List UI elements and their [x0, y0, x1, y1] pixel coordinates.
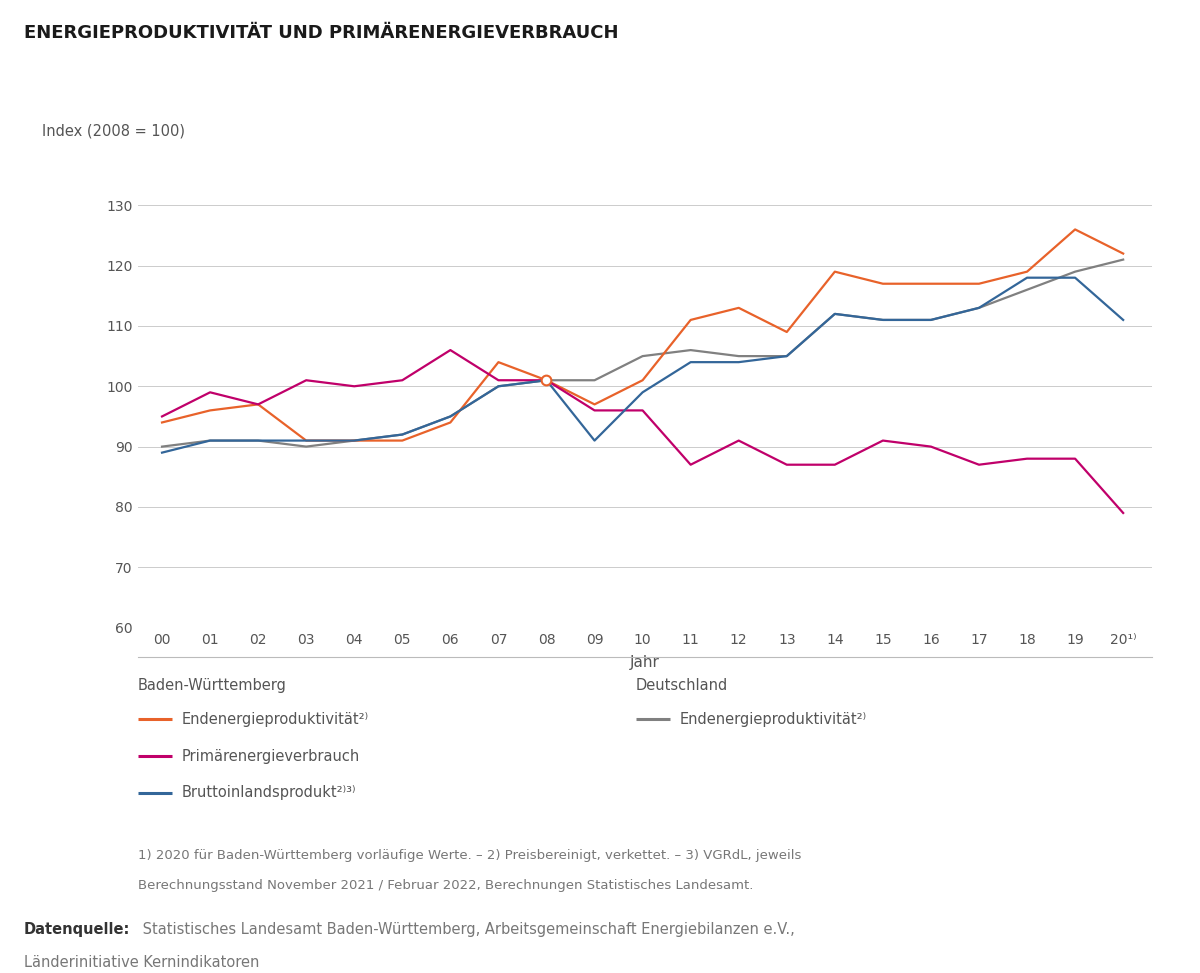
Text: Baden-Württemberg: Baden-Württemberg [138, 678, 287, 693]
Text: Index (2008 = 100): Index (2008 = 100) [42, 124, 185, 139]
Text: Primärenergieverbrauch: Primärenergieverbrauch [181, 748, 360, 764]
Text: Endenergieproduktivität²⁾: Endenergieproduktivität²⁾ [181, 711, 368, 727]
Text: Datenquelle:: Datenquelle: [24, 922, 131, 937]
X-axis label: Jahr: Jahr [630, 656, 660, 670]
Text: Bruttoinlandsprodukt²⁾³⁾: Bruttoinlandsprodukt²⁾³⁾ [181, 785, 355, 801]
Text: Endenergieproduktivität²⁾: Endenergieproduktivität²⁾ [679, 711, 866, 727]
Text: Statistisches Landesamt Baden-Württemberg, Arbeitsgemeinschaft Energiebilanzen e: Statistisches Landesamt Baden-Württember… [138, 922, 794, 937]
Text: Länderinitiative Kernindikatoren: Länderinitiative Kernindikatoren [24, 955, 259, 969]
Text: Berechnungsstand November 2021 / Februar 2022, Berechnungen Statistisches Landes: Berechnungsstand November 2021 / Februar… [138, 879, 754, 891]
Text: ENERGIEPRODUKTIVITÄT UND PRIMÄRENERGIEVERBRAUCH: ENERGIEPRODUKTIVITÄT UND PRIMÄRENERGIEVE… [24, 24, 618, 42]
Text: Deutschland: Deutschland [636, 678, 728, 693]
Text: 1) 2020 für Baden-Württemberg vorläufige Werte. – 2) Preisbereinigt, verkettet. : 1) 2020 für Baden-Württemberg vorläufige… [138, 849, 802, 862]
